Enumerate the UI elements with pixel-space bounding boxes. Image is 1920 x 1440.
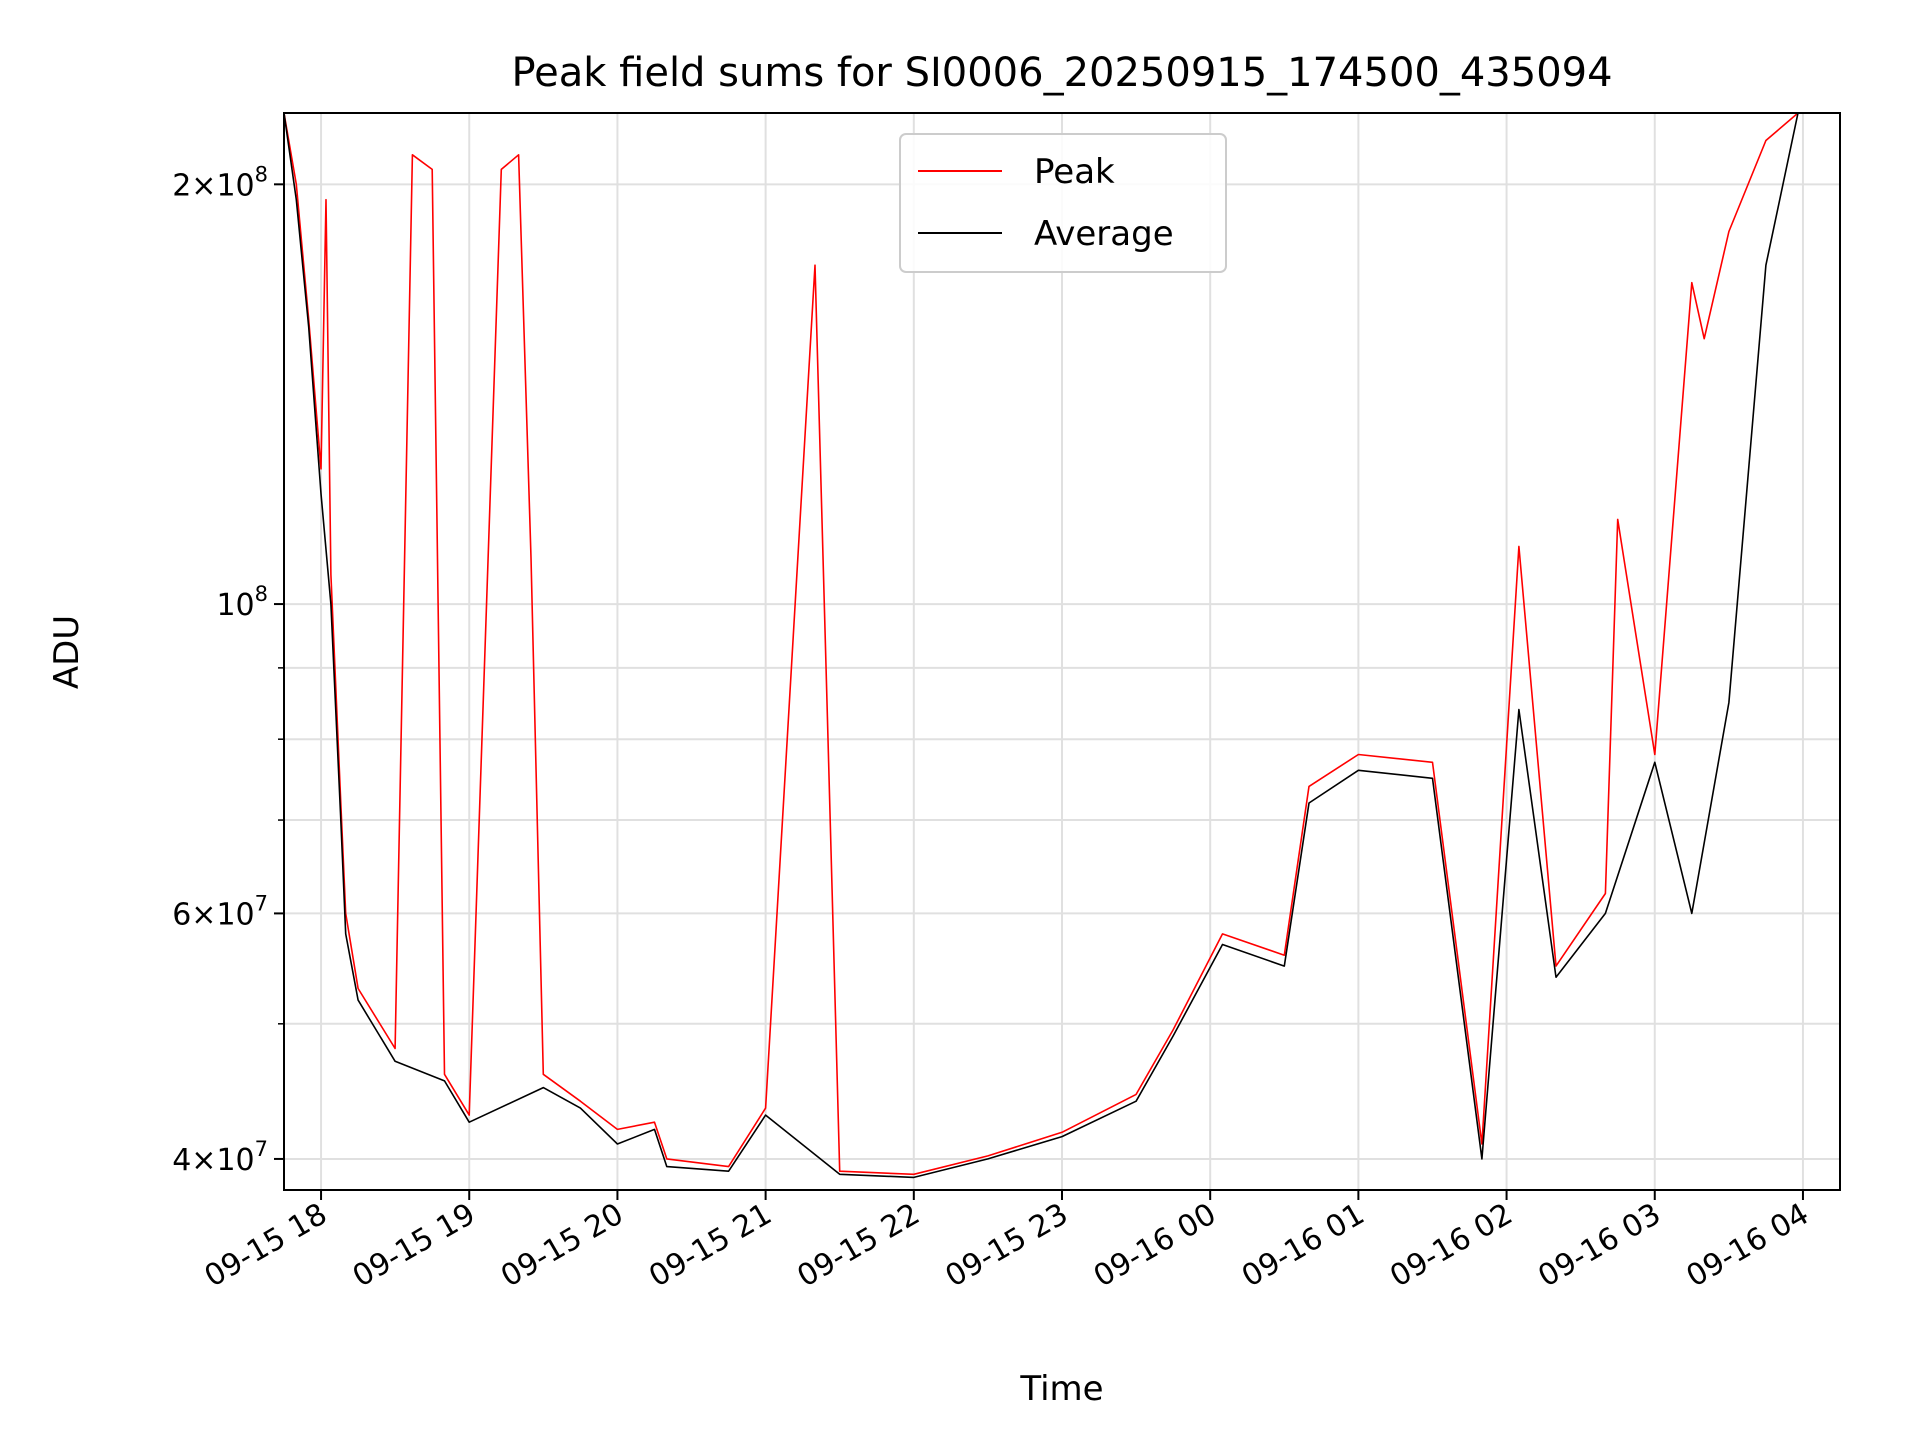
x-axis-label: Time [1019, 1369, 1103, 1409]
series-line-average [284, 113, 1799, 1179]
y-tick-label: 6×107 [172, 891, 268, 932]
series-line-peak [284, 113, 1799, 1176]
y-axis-label: ADU [47, 615, 87, 689]
y-tick-label: 108 [216, 582, 268, 623]
series-layer [284, 113, 1799, 1179]
y-axis: 4×107 6×107 108 2×108 [172, 162, 284, 1178]
y-tick-label: 2×108 [172, 162, 268, 203]
chart-title: Peak field sums for SI0006_20250915_1745… [511, 50, 1612, 96]
legend-box [899, 133, 1227, 273]
legend: Peak Average [899, 133, 1227, 273]
legend-label-average: Average [1034, 214, 1174, 254]
y-tick-label: 4×107 [172, 1137, 268, 1178]
grid-lines [284, 113, 1840, 1190]
legend-label-peak: Peak [1034, 152, 1115, 192]
